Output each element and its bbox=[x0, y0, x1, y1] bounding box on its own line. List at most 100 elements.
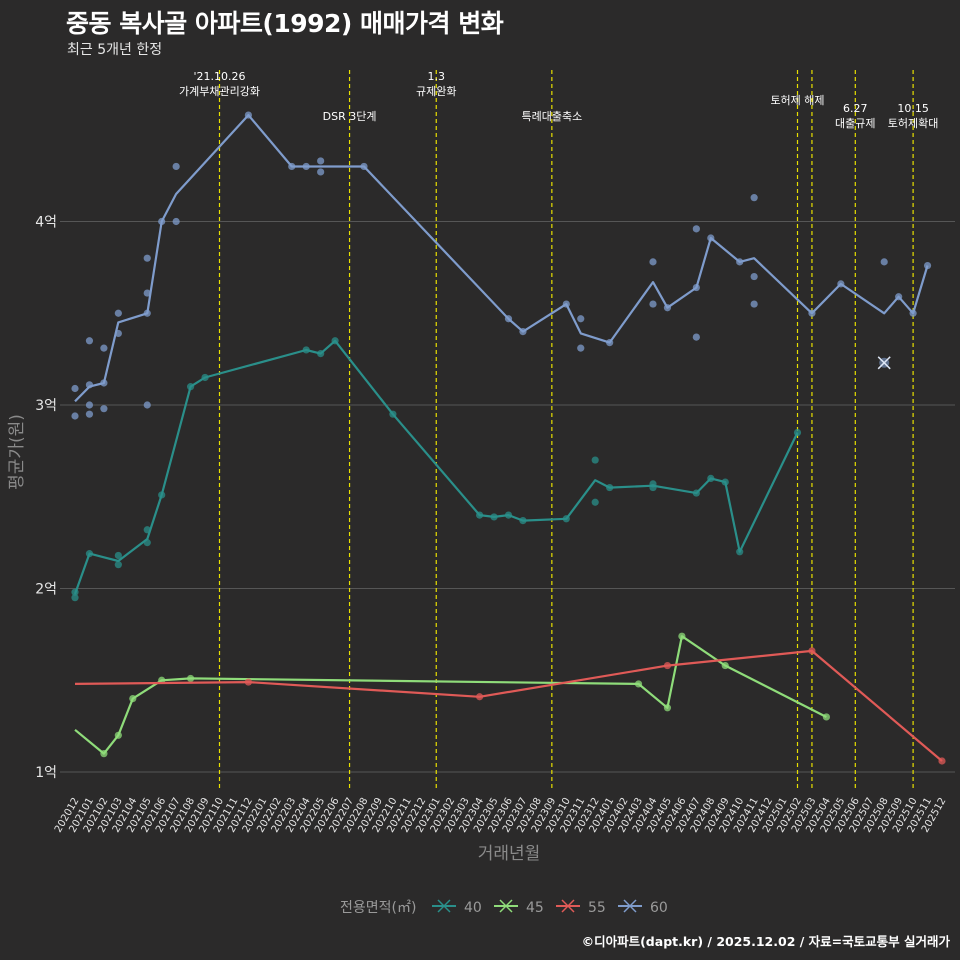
data-point bbox=[85, 550, 94, 558]
data-point bbox=[692, 333, 700, 341]
data-point bbox=[663, 304, 672, 312]
data-point bbox=[143, 526, 151, 534]
data-point bbox=[721, 661, 729, 670]
data-point bbox=[707, 474, 715, 482]
event-label: DSR 3단계 bbox=[323, 110, 377, 123]
series-line-55 bbox=[74, 649, 943, 762]
data-point bbox=[244, 678, 252, 686]
data-point bbox=[562, 300, 570, 308]
data-point bbox=[71, 412, 79, 420]
data-point bbox=[504, 315, 513, 323]
data-point bbox=[649, 480, 657, 488]
legend-item-45: 45 bbox=[494, 899, 544, 916]
legend-cross-icon bbox=[437, 899, 451, 913]
series-line-60 bbox=[74, 114, 929, 403]
data-point bbox=[331, 337, 339, 345]
data-point bbox=[606, 483, 614, 492]
legend-cross-icon bbox=[561, 899, 575, 913]
y-tick-label: 4억 bbox=[35, 215, 57, 231]
legend: 전용면적(㎡) 40 45 55 60 bbox=[340, 899, 668, 916]
outlier-cross-icon bbox=[877, 356, 891, 370]
data-point bbox=[158, 217, 166, 226]
data-point bbox=[490, 513, 498, 521]
data-point bbox=[114, 551, 122, 560]
x-axis-title: 거래년월 bbox=[478, 844, 541, 864]
data-point bbox=[634, 680, 643, 688]
y-tick-label: 3억 bbox=[35, 398, 57, 414]
data-point bbox=[100, 379, 108, 387]
event-label: 6.27 bbox=[843, 102, 868, 115]
data-point bbox=[158, 491, 166, 499]
data-point bbox=[692, 283, 700, 292]
legend-item-60: 60 bbox=[618, 899, 668, 916]
data-point bbox=[172, 217, 180, 226]
data-point bbox=[114, 731, 122, 739]
data-point bbox=[129, 695, 137, 703]
data-point bbox=[663, 661, 672, 670]
data-point bbox=[591, 456, 599, 464]
series-40 bbox=[71, 337, 802, 602]
source-credit: ©디아파트(dapt.kr) / 2025.12.02 / 자료=국토교통부 실… bbox=[581, 934, 950, 949]
event-label: 1.3 bbox=[428, 70, 446, 83]
data-point bbox=[895, 293, 903, 301]
data-point bbox=[288, 162, 296, 171]
data-point bbox=[143, 254, 151, 262]
data-point bbox=[360, 162, 368, 171]
data-point bbox=[663, 704, 672, 712]
data-point bbox=[85, 410, 94, 418]
event-label: '21.10.26 bbox=[193, 70, 245, 83]
data-point bbox=[85, 401, 94, 409]
data-point bbox=[244, 111, 252, 119]
data-point bbox=[100, 405, 108, 413]
data-point bbox=[302, 162, 310, 171]
legend-title: 전용면적(㎡) bbox=[340, 900, 416, 916]
data-point bbox=[476, 693, 484, 701]
data-point bbox=[678, 632, 686, 640]
data-point bbox=[692, 489, 700, 497]
data-point bbox=[707, 234, 715, 242]
event-label: 대출규제 bbox=[835, 117, 875, 130]
event-label: 10.15 bbox=[897, 102, 929, 115]
data-point bbox=[837, 280, 845, 288]
data-point bbox=[114, 309, 122, 317]
legend-item-55: 55 bbox=[556, 899, 606, 916]
y-tick-label: 1억 bbox=[35, 765, 57, 781]
data-point bbox=[187, 383, 195, 391]
event-label: 특례대출축소 bbox=[521, 110, 582, 123]
y-tick-label: 2억 bbox=[35, 582, 57, 598]
data-point bbox=[85, 337, 94, 345]
data-point bbox=[577, 344, 585, 352]
data-point bbox=[750, 194, 758, 202]
data-point bbox=[114, 561, 122, 569]
data-point bbox=[750, 272, 758, 281]
data-point bbox=[187, 674, 195, 683]
series-layer bbox=[71, 111, 946, 765]
data-point bbox=[808, 647, 816, 655]
event-label: 가계부채관리강화 bbox=[179, 85, 260, 98]
data-point bbox=[736, 548, 744, 556]
legend-label: 45 bbox=[526, 900, 544, 916]
data-point bbox=[880, 258, 888, 266]
legend-item-40: 40 bbox=[432, 899, 482, 916]
data-point bbox=[562, 515, 570, 523]
data-point bbox=[649, 258, 657, 266]
data-point bbox=[389, 410, 397, 418]
data-point bbox=[143, 309, 151, 317]
data-point bbox=[100, 344, 108, 352]
data-point bbox=[71, 594, 79, 602]
data-point bbox=[649, 300, 657, 308]
data-point bbox=[736, 258, 744, 266]
x-axis: 2020122021012021022021032021042021052021… bbox=[53, 796, 949, 835]
grid-lines bbox=[60, 221, 955, 773]
series-60 bbox=[71, 111, 932, 420]
data-point bbox=[317, 157, 325, 165]
data-point bbox=[114, 329, 122, 338]
data-point bbox=[519, 328, 527, 336]
data-point bbox=[577, 315, 585, 323]
data-point bbox=[938, 757, 946, 765]
event-label: 토허제 해제 bbox=[770, 93, 824, 107]
data-point bbox=[504, 511, 513, 519]
data-point bbox=[317, 350, 325, 358]
chart-title: 중동 복사골 아파트(1992) 매매가격 변화 bbox=[66, 9, 504, 38]
